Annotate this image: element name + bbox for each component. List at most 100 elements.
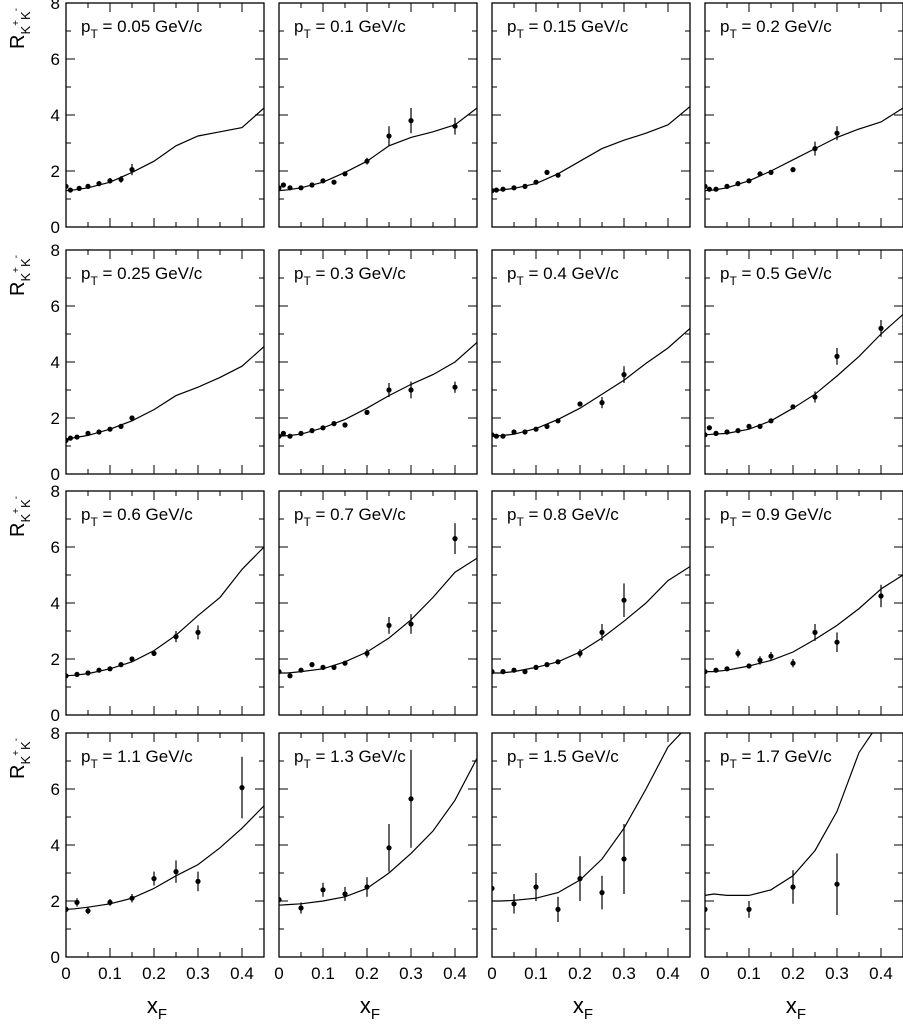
data-point	[364, 884, 370, 890]
data-point	[522, 183, 528, 189]
panel-plot-area	[492, 566, 690, 675]
data-point	[878, 593, 884, 599]
data-point	[724, 429, 730, 435]
data-point	[705, 669, 708, 675]
panel-label-p: p	[507, 505, 516, 524]
model-curve	[492, 327, 690, 437]
panel-label: pT = 0.5 GeV/c	[720, 264, 832, 288]
panel-16: 0 0.1 0.2 0.3 0.4 pT = 1.7 GeV/c	[700, 732, 903, 983]
data-point	[408, 796, 414, 802]
data-point	[790, 167, 796, 173]
panel-plot-area	[279, 341, 477, 439]
data-point	[279, 433, 282, 439]
data-point	[621, 856, 627, 862]
data-point	[544, 423, 550, 429]
panel-frame	[65, 2, 265, 228]
panel-frame	[704, 490, 903, 716]
x-axis-title-sub: F	[584, 1006, 593, 1023]
panel-12: pT = 0.9 GeV/c	[704, 490, 903, 716]
data-point	[129, 167, 135, 173]
panel-label-p: p	[294, 17, 303, 36]
data-point	[706, 186, 713, 192]
x-tick-label: 0.3	[186, 964, 210, 983]
panel-6: pT = 0.3 GeV/c	[278, 249, 478, 475]
data-point	[74, 671, 80, 678]
data-point	[599, 400, 605, 406]
panel-plot-area	[492, 106, 690, 194]
data-point	[74, 899, 80, 906]
model-curve	[279, 341, 477, 437]
x-axis-title-sub: F	[797, 1006, 806, 1023]
data-point	[173, 869, 179, 875]
data-point	[500, 433, 506, 439]
data-point	[746, 423, 752, 429]
panel-label-p: p	[294, 264, 303, 283]
panel-14: 0 0.1 0.2 0.3 0.4 pT = 1.3 GeV/c	[274, 732, 478, 983]
data-point	[74, 434, 80, 440]
data-point	[746, 906, 752, 913]
panel-label-value: = 1.5 GeV/c	[524, 747, 619, 766]
panel-plot-area	[66, 756, 264, 915]
data-point	[746, 663, 752, 669]
data-point	[713, 186, 719, 192]
data-point	[511, 667, 517, 673]
x-axis-title: xF	[573, 993, 593, 1023]
panel-label-sub: T	[729, 274, 737, 288]
panel-8: pT = 0.5 GeV/c	[704, 249, 903, 475]
data-point	[151, 650, 157, 657]
model-curve	[66, 346, 264, 440]
data-point	[287, 433, 293, 439]
data-point	[452, 384, 458, 390]
panel-label-value: = 0.25 GeV/c	[98, 264, 203, 283]
y-tick-label: 8	[51, 241, 60, 260]
data-point	[66, 183, 69, 189]
data-point	[834, 130, 840, 136]
x-tick-label: 0.1	[524, 964, 548, 983]
data-point	[85, 430, 91, 436]
panel-label-p: p	[507, 747, 516, 766]
panel-plot-area	[279, 107, 477, 192]
data-point	[66, 906, 69, 912]
data-point	[280, 182, 286, 188]
model-curve	[705, 574, 903, 673]
x-axis-title-main: x	[573, 993, 584, 1018]
panel-frame	[65, 249, 265, 475]
panel-label-sub: T	[516, 515, 524, 529]
panel-label-p: p	[294, 747, 303, 766]
data-point	[544, 169, 550, 175]
data-point	[768, 169, 774, 175]
panel-label: pT = 0.15 GeV/c	[507, 17, 629, 41]
y-axis-title: RK+K-	[7, 255, 33, 296]
data-point	[320, 664, 326, 671]
data-point	[522, 669, 528, 675]
data-point	[511, 185, 517, 191]
x-axis-title-main: x	[786, 993, 797, 1018]
x-tick-label: 0.1	[737, 964, 761, 983]
x-tick-label: 0.1	[311, 964, 335, 983]
panel-plot-area	[279, 523, 477, 679]
data-point	[118, 176, 124, 182]
data-point	[500, 669, 506, 675]
data-point	[364, 158, 370, 164]
panel-label-p: p	[81, 17, 90, 36]
panel-label-sub: T	[303, 515, 311, 529]
data-point	[577, 401, 583, 407]
data-point	[599, 629, 605, 636]
data-point	[279, 897, 282, 903]
panel-label-sub: T	[303, 274, 311, 288]
x-tick-label: 0.2	[142, 964, 166, 983]
panel-label-sub: T	[516, 274, 524, 288]
panel-frame	[278, 2, 478, 228]
data-point	[555, 418, 561, 424]
data-point	[76, 185, 82, 191]
data-point	[342, 891, 348, 897]
data-point	[309, 662, 315, 668]
data-point	[533, 664, 539, 671]
data-point	[713, 430, 719, 436]
y-axis-title-sup: +	[11, 20, 22, 26]
model-curve	[705, 107, 903, 192]
model-curve	[492, 106, 690, 192]
data-point	[834, 353, 840, 359]
data-point	[287, 185, 293, 191]
data-point	[790, 404, 796, 410]
